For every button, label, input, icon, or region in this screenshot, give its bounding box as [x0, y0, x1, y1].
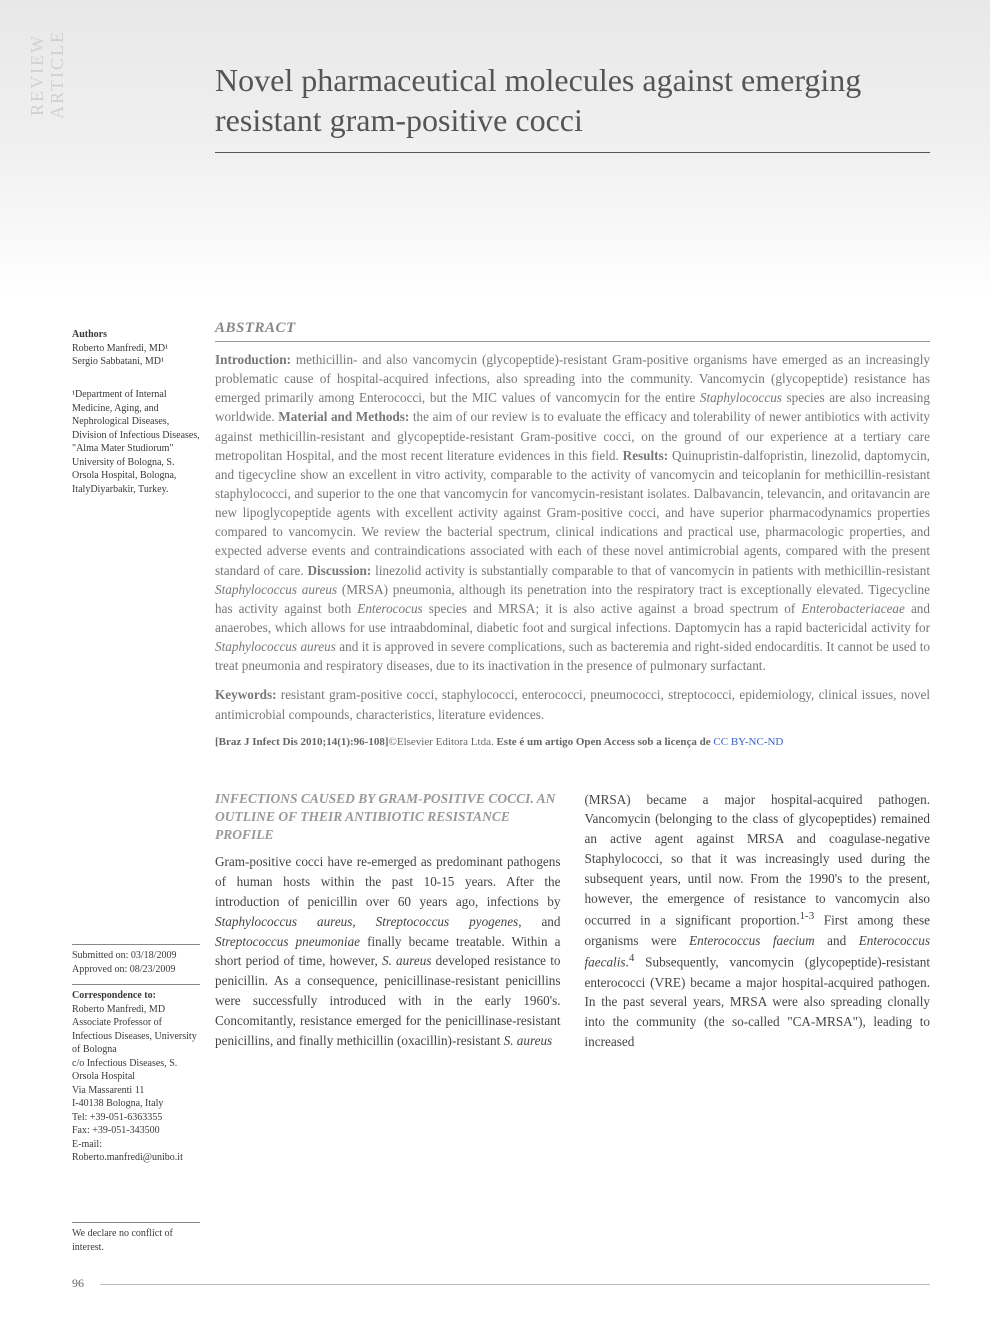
license-link[interactable]: CC BY-NC-ND — [713, 736, 783, 748]
authors-label: Authors — [72, 328, 200, 342]
c1-t3: , and — [518, 914, 560, 929]
col1-para: Gram-positive cocci have re-emerged as p… — [215, 852, 561, 1050]
c1-em1: Staphylococcus aureus — [215, 914, 352, 929]
disc-em1: Staphylococcus aureus — [215, 582, 337, 597]
disc-text3: species and MRSA; it is also active agai… — [423, 601, 802, 616]
affiliation-block: ¹Department of Internal Medicine, Aging,… — [72, 388, 200, 496]
section-heading: INFECTIONS CAUSED BY GRAM-POSITIVE COCCI… — [215, 790, 561, 845]
c1-em5: S. aureus — [504, 1033, 553, 1048]
intro-lead: Introduction: — [215, 352, 291, 367]
c1-em4: S. aureus — [382, 953, 432, 968]
conflict-block: We declare no conflict of interest. — [72, 1220, 200, 1254]
keywords-block: Keywords: resistant gram-positive cocci,… — [215, 685, 930, 723]
author-1: Roberto Manfredi, MD¹ — [72, 342, 200, 356]
c1-em2: Streptococcus pyogenes — [376, 914, 519, 929]
main-content: ABSTRACT Introduction: methicillin- and … — [215, 320, 930, 1052]
citation-oa: Este é um artigo Open Access sob a licen… — [496, 736, 713, 748]
abstract-body: Introduction: methicillin- and also vanc… — [215, 350, 930, 675]
disc-em4: Staphylococcus aureus — [215, 639, 336, 654]
c2-sup1: 1-3 — [800, 910, 815, 922]
disc-em3: Enterobacteriaceae — [801, 601, 905, 616]
citation-publisher: ©Elsevier Editora Ltda. — [389, 736, 497, 748]
submitted-date: 03/18/2009 — [131, 950, 177, 961]
title-block: Novel pharmaceutical molecules against e… — [215, 60, 930, 153]
c2-t5: Subsequently, vancomycin (glycopeptide)-… — [585, 955, 931, 1049]
footer-rule — [100, 1284, 930, 1285]
correspondence-label: Correspondence to: — [72, 989, 200, 1003]
abstract-rule — [215, 341, 930, 342]
c2-em1: Enterococcus faecium — [689, 933, 815, 948]
tab-line1: REVIEW — [27, 33, 47, 115]
title-rule — [215, 152, 930, 153]
res-text: Quinupristin-dalfopristin, linezolid, da… — [215, 448, 930, 578]
author-2: Sergio Sabbatani, MD¹ — [72, 355, 200, 369]
correspondence-text: Roberto Manfredi, MD Associate Professor… — [72, 1004, 197, 1164]
conflict-rule — [72, 1222, 200, 1223]
column-1: INFECTIONS CAUSED BY GRAM-POSITIVE COCCI… — [215, 790, 561, 1052]
c1-t2: , — [352, 914, 375, 929]
authors-block: Authors Roberto Manfredi, MD¹ Sergio Sab… — [72, 328, 200, 369]
approved-date: 08/23/2009 — [130, 964, 176, 975]
abstract-heading: ABSTRACT — [215, 320, 930, 337]
c2-t1: (MRSA) became a major hospital-acquired … — [585, 792, 931, 928]
correspondence-block: Correspondence to: Roberto Manfredi, MD … — [72, 982, 200, 1165]
body-columns: INFECTIONS CAUSED BY GRAM-POSITIVE COCCI… — [215, 790, 930, 1052]
c1-t1: Gram-positive cocci have re-emerged as p… — [215, 854, 561, 909]
keywords-lead: Keywords: — [215, 687, 277, 702]
c1-em3: Streptococcus pneumoniae — [215, 934, 360, 949]
res-lead: Results: — [623, 448, 668, 463]
citation-journal: [Braz J Infect Dis 2010;14(1):96-108] — [215, 736, 389, 748]
tab-line2: ARTICLE — [47, 30, 67, 119]
page-number: 96 — [72, 1276, 84, 1291]
dates-block: Submitted on: 03/18/2009 Approved on: 08… — [72, 942, 200, 976]
citation-block: [Braz J Infect Dis 2010;14(1):96-108]©El… — [215, 736, 930, 748]
disc-em2: Enterococus — [357, 601, 422, 616]
column-2: (MRSA) became a major hospital-acquired … — [585, 790, 931, 1052]
dates-rule — [72, 944, 200, 945]
c2-t3: and — [815, 933, 859, 948]
submitted-label: Submitted on: — [72, 950, 128, 961]
disc-lead: Discussion: — [308, 563, 372, 578]
conflict-text: We declare no conflict of interest. — [72, 1228, 173, 1253]
disc-text1: linezolid activity is substantially comp… — [371, 563, 930, 578]
article-type-tab: REVIEW ARTICLE — [28, 30, 68, 119]
mm-lead: Material and Methods: — [278, 409, 409, 424]
article-title: Novel pharmaceutical molecules against e… — [215, 60, 930, 140]
affiliation-text: ¹Department of Internal Medicine, Aging,… — [72, 389, 200, 495]
col2-para: (MRSA) became a major hospital-acquired … — [585, 790, 931, 1052]
keywords-text: resistant gram-positive cocci, staphyloc… — [215, 687, 930, 721]
intro-em1: Staphylococcus — [700, 390, 782, 405]
approved-label: Approved on: — [72, 964, 127, 975]
corr-rule — [72, 984, 200, 985]
